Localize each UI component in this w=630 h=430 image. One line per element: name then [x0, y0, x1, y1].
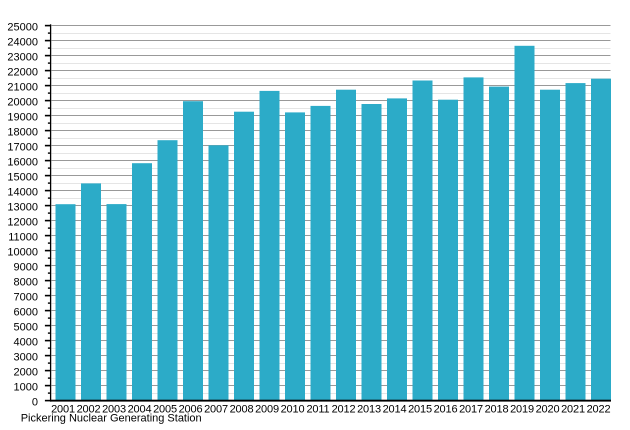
svg-text:2014: 2014 [383, 403, 407, 415]
svg-text:0: 0 [32, 396, 38, 408]
svg-text:Pickering Nuclear Generating S: Pickering Nuclear Generating Station [21, 413, 202, 425]
svg-text:18000: 18000 [7, 126, 38, 138]
svg-text:25000: 25000 [7, 21, 38, 33]
svg-text:10000: 10000 [7, 246, 38, 258]
svg-text:17000: 17000 [7, 141, 38, 153]
svg-text:8000: 8000 [14, 276, 38, 288]
svg-text:2013: 2013 [357, 403, 381, 415]
svg-text:2019: 2019 [510, 403, 534, 415]
svg-text:19000: 19000 [7, 111, 38, 123]
svg-text:2002: 2002 [77, 403, 101, 415]
svg-text:2017: 2017 [459, 403, 483, 415]
svg-text:7000: 7000 [14, 291, 38, 303]
svg-text:16000: 16000 [7, 156, 38, 168]
svg-text:23000: 23000 [7, 51, 38, 63]
svg-text:2018: 2018 [485, 403, 509, 415]
svg-text:2003: 2003 [102, 403, 126, 415]
svg-text:5000: 5000 [14, 321, 38, 333]
svg-text:2009: 2009 [255, 403, 279, 415]
svg-text:2006: 2006 [179, 403, 203, 415]
svg-text:21000: 21000 [7, 81, 38, 93]
svg-text:22000: 22000 [7, 66, 38, 78]
svg-text:2020: 2020 [536, 403, 560, 415]
svg-text:2008: 2008 [230, 403, 254, 415]
svg-text:2007: 2007 [204, 403, 228, 415]
svg-text:6000: 6000 [14, 306, 38, 318]
svg-text:2004: 2004 [128, 403, 152, 415]
svg-text:3000: 3000 [14, 351, 38, 363]
svg-text:13000: 13000 [7, 201, 38, 213]
svg-text:2011: 2011 [306, 403, 329, 415]
svg-text:9000: 9000 [14, 261, 38, 273]
svg-text:1000: 1000 [14, 381, 38, 393]
svg-text:2012: 2012 [332, 403, 356, 415]
svg-text:24000: 24000 [7, 36, 38, 48]
svg-text:4000: 4000 [14, 336, 38, 348]
svg-text:2000: 2000 [14, 366, 38, 378]
svg-text:14000: 14000 [7, 186, 38, 198]
svg-text:11000: 11000 [8, 231, 38, 243]
svg-text:2022: 2022 [587, 403, 611, 415]
svg-text:15000: 15000 [7, 171, 38, 183]
svg-text:2015: 2015 [408, 403, 432, 415]
svg-text:2001: 2001 [51, 403, 75, 415]
svg-text:2021: 2021 [561, 403, 585, 415]
svg-text:12000: 12000 [7, 216, 38, 228]
svg-text:20000: 20000 [7, 96, 38, 108]
svg-text:2010: 2010 [281, 403, 305, 415]
svg-text:2005: 2005 [153, 403, 177, 415]
svg-text:2016: 2016 [434, 403, 458, 415]
